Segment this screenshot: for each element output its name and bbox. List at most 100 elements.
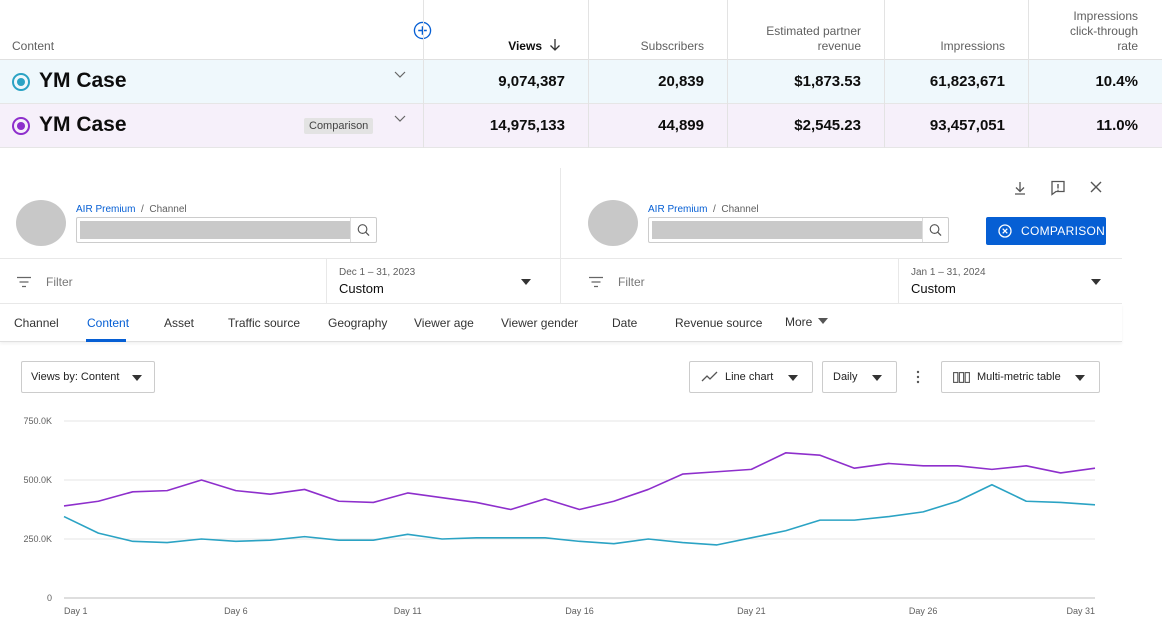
feedback-icon[interactable]	[1049, 179, 1067, 197]
header-content[interactable]: Content	[12, 39, 55, 53]
granularity-label: Daily	[833, 371, 858, 383]
row-revenue: $1,873.53	[794, 73, 861, 90]
header-subscribers[interactable]: Subscribers	[640, 39, 704, 53]
date-mode: Custom	[339, 281, 384, 296]
x-tick-label: Day 11	[394, 606, 422, 616]
panel-divider	[560, 168, 561, 304]
views-by-dropdown[interactable]: Views by: Content	[21, 361, 155, 393]
filter-icon[interactable]	[16, 276, 32, 288]
granularity-dropdown[interactable]: Daily	[822, 361, 897, 393]
add-metric-icon[interactable]	[413, 21, 432, 40]
tab-viewer-gender[interactable]: Viewer gender	[501, 316, 579, 330]
table-row[interactable]: YM Case 9,074,387 20,839 $1,873.53 61,82…	[0, 60, 1162, 104]
chevron-down-icon[interactable]	[393, 114, 407, 124]
column-divider	[884, 0, 885, 148]
search-icon[interactable]	[350, 218, 376, 242]
column-divider	[1028, 0, 1029, 148]
series-radio-icon[interactable]	[12, 73, 30, 91]
date-range: Dec 1 – 31, 2023	[339, 267, 416, 278]
series-line-2	[63, 483, 1096, 546]
table-type-dropdown[interactable]: Multi-metric table	[941, 361, 1100, 393]
series-radio-icon[interactable]	[12, 117, 30, 135]
row-views: 14,975,133	[489, 117, 565, 134]
x-tick-label: Day 26	[909, 606, 938, 616]
dropdown-arrow-icon	[1091, 279, 1101, 285]
tab-viewer-age[interactable]: Viewer age	[414, 316, 474, 330]
channel-search-input[interactable]	[648, 217, 949, 243]
avatar	[588, 200, 638, 246]
comparison-button[interactable]: COMPARISON	[986, 217, 1106, 245]
column-divider	[727, 0, 728, 148]
report-tabs: Channel Content Asset Traffic source Geo…	[0, 304, 1122, 342]
date-range-picker[interactable]: Jan 1 – 31, 2024 Custom	[898, 259, 1122, 304]
search-icon[interactable]	[922, 218, 948, 242]
row-subscribers: 20,839	[658, 73, 704, 90]
column-divider	[588, 0, 589, 148]
more-options-icon[interactable]	[916, 370, 920, 384]
x-tick-label: Day 6	[224, 606, 248, 616]
table-type-label: Multi-metric table	[977, 371, 1061, 383]
channel-search-input[interactable]	[76, 217, 377, 243]
metrics-table: Content Views Subscribers Estimated part…	[0, 0, 1162, 148]
table-row[interactable]: YM Case Comparison 14,975,133 44,899 $2,…	[0, 104, 1162, 148]
breadcrumb-separator: /	[713, 204, 716, 215]
chart-type-label: Line chart	[725, 371, 774, 383]
column-divider	[423, 0, 424, 148]
header-ctr-line2: click-through	[1069, 24, 1138, 38]
row-views: 9,074,387	[498, 73, 565, 90]
row-ctr: 11.0%	[1096, 117, 1138, 134]
dropdown-arrow-icon	[788, 375, 798, 381]
tab-geography[interactable]: Geography	[328, 316, 388, 330]
date-range: Jan 1 – 31, 2024	[911, 267, 986, 278]
line-chart-icon	[701, 371, 718, 382]
x-tick-label: Day 31	[1066, 606, 1095, 616]
x-tick-label: Day 16	[565, 606, 594, 616]
x-tick-label: Day 21	[737, 606, 766, 616]
table-header: Content Views Subscribers Estimated part…	[0, 0, 1162, 60]
y-tick-label: 0	[47, 593, 52, 603]
filter-bar: Filter Dec 1 – 31, 2023 Custom Filter Ja…	[0, 258, 1122, 304]
y-tick-label: 750.0K	[23, 416, 52, 426]
tab-date[interactable]: Date	[612, 316, 638, 330]
row-impressions: 93,457,051	[929, 117, 1005, 134]
breadcrumb-page: Channel	[149, 204, 187, 215]
tab-asset[interactable]: Asset	[164, 316, 195, 330]
header-impressions[interactable]: Impressions	[940, 39, 1005, 53]
chart-type-dropdown[interactable]: Line chart	[689, 361, 813, 393]
header-revenue[interactable]: Estimated partner revenue	[730, 24, 861, 54]
tab-traffic-source[interactable]: Traffic source	[228, 316, 301, 330]
filter-input[interactable]: Filter	[46, 275, 73, 289]
header-revenue-line1: Estimated partner	[766, 24, 861, 38]
views-line-chart: 0 250.0K 500.0K 750.0K Day 1 Day 6 Day 11 Day 1…	[23, 416, 1096, 616]
tab-more[interactable]: More	[785, 315, 828, 329]
header-ctr-line1: Impressions	[1073, 9, 1138, 23]
y-tick-label: 250.0K	[23, 534, 52, 544]
row-impressions: 61,823,671	[929, 73, 1005, 90]
comparison-badge: Comparison	[304, 118, 374, 134]
date-range-picker[interactable]: Dec 1 – 31, 2023 Custom	[326, 259, 560, 304]
download-icon[interactable]	[1011, 179, 1029, 197]
tab-channel[interactable]: Channel	[14, 316, 59, 330]
dropdown-arrow-icon	[872, 375, 882, 381]
header-ctr[interactable]: Impressions click-through rate	[1030, 9, 1138, 54]
tab-revenue-source[interactable]: Revenue source	[675, 316, 763, 330]
chevron-down-icon	[817, 318, 828, 324]
active-tab-indicator	[86, 339, 126, 342]
breadcrumb-separator: /	[141, 204, 144, 215]
x-tick-label: Day 1	[64, 606, 88, 616]
header-views[interactable]: Views	[508, 39, 542, 53]
close-icon[interactable]	[1087, 178, 1105, 196]
breadcrumb-link[interactable]: AIR Premium	[76, 204, 136, 215]
views-by-label: Views by: Content	[31, 371, 120, 383]
chevron-down-icon[interactable]	[393, 70, 407, 80]
sort-descending-icon[interactable]	[548, 38, 562, 52]
redacted-channel-name	[80, 221, 350, 239]
tab-more-label: More	[785, 315, 813, 329]
date-mode: Custom	[911, 281, 956, 296]
row-content-name: YM Case	[39, 69, 127, 92]
breadcrumb-link[interactable]: AIR Premium	[648, 204, 708, 215]
tab-content[interactable]: Content	[87, 316, 130, 330]
filter-icon[interactable]	[588, 276, 604, 288]
filter-input[interactable]: Filter	[618, 275, 645, 289]
breadcrumb-page: Channel	[721, 204, 759, 215]
